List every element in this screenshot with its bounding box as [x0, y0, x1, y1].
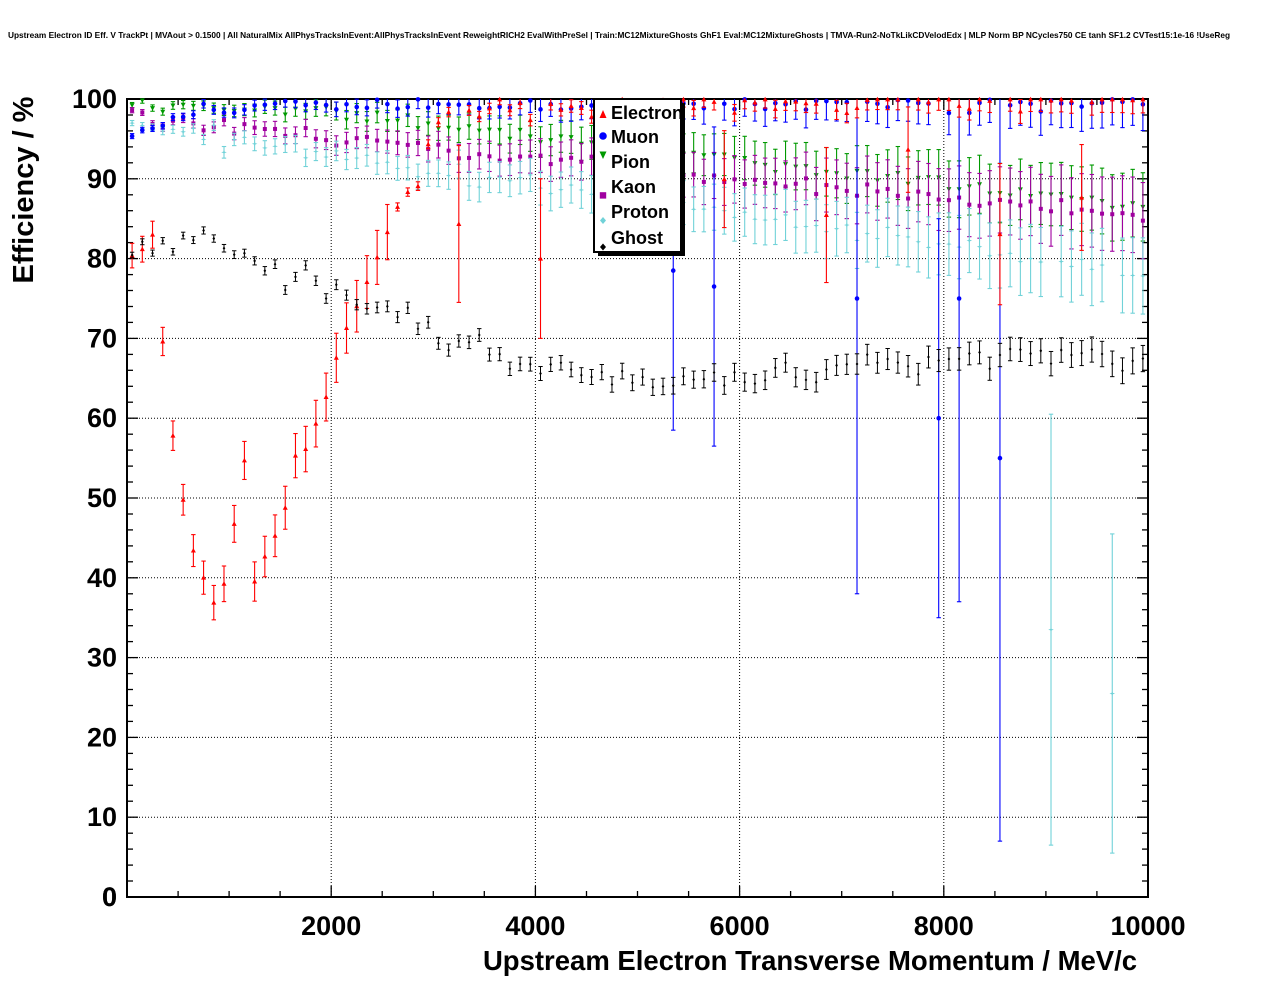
svg-text:40: 40 [87, 563, 117, 593]
svg-text:Proton: Proton [611, 202, 669, 222]
svg-text:90: 90 [87, 164, 117, 194]
svg-text:Pion: Pion [611, 152, 650, 172]
svg-text:Upstream Electron Transverse M: Upstream Electron Transverse Momentum / … [483, 945, 1137, 976]
svg-text:0: 0 [102, 882, 117, 912]
svg-text:6000: 6000 [710, 911, 770, 941]
svg-text:60: 60 [87, 403, 117, 433]
svg-text:20: 20 [87, 722, 117, 752]
svg-text:Muon: Muon [611, 127, 659, 147]
svg-text:100: 100 [72, 84, 117, 114]
svg-text:Upstream Electron ID Eff. V Tr: Upstream Electron ID Eff. V TrackPt | MV… [8, 30, 1230, 40]
svg-text:30: 30 [87, 643, 117, 673]
svg-text:8000: 8000 [914, 911, 974, 941]
svg-text:Kaon: Kaon [611, 177, 656, 197]
svg-text:Efficiency / %: Efficiency / % [8, 96, 40, 283]
svg-text:70: 70 [87, 323, 117, 353]
svg-text:80: 80 [87, 244, 117, 274]
svg-text:Electron: Electron [611, 103, 683, 123]
svg-text:10000: 10000 [1110, 911, 1185, 941]
svg-text:Ghost: Ghost [611, 228, 663, 248]
svg-text:2000: 2000 [301, 911, 361, 941]
svg-text:50: 50 [87, 483, 117, 513]
svg-text:10: 10 [87, 802, 117, 832]
svg-text:4000: 4000 [505, 911, 565, 941]
